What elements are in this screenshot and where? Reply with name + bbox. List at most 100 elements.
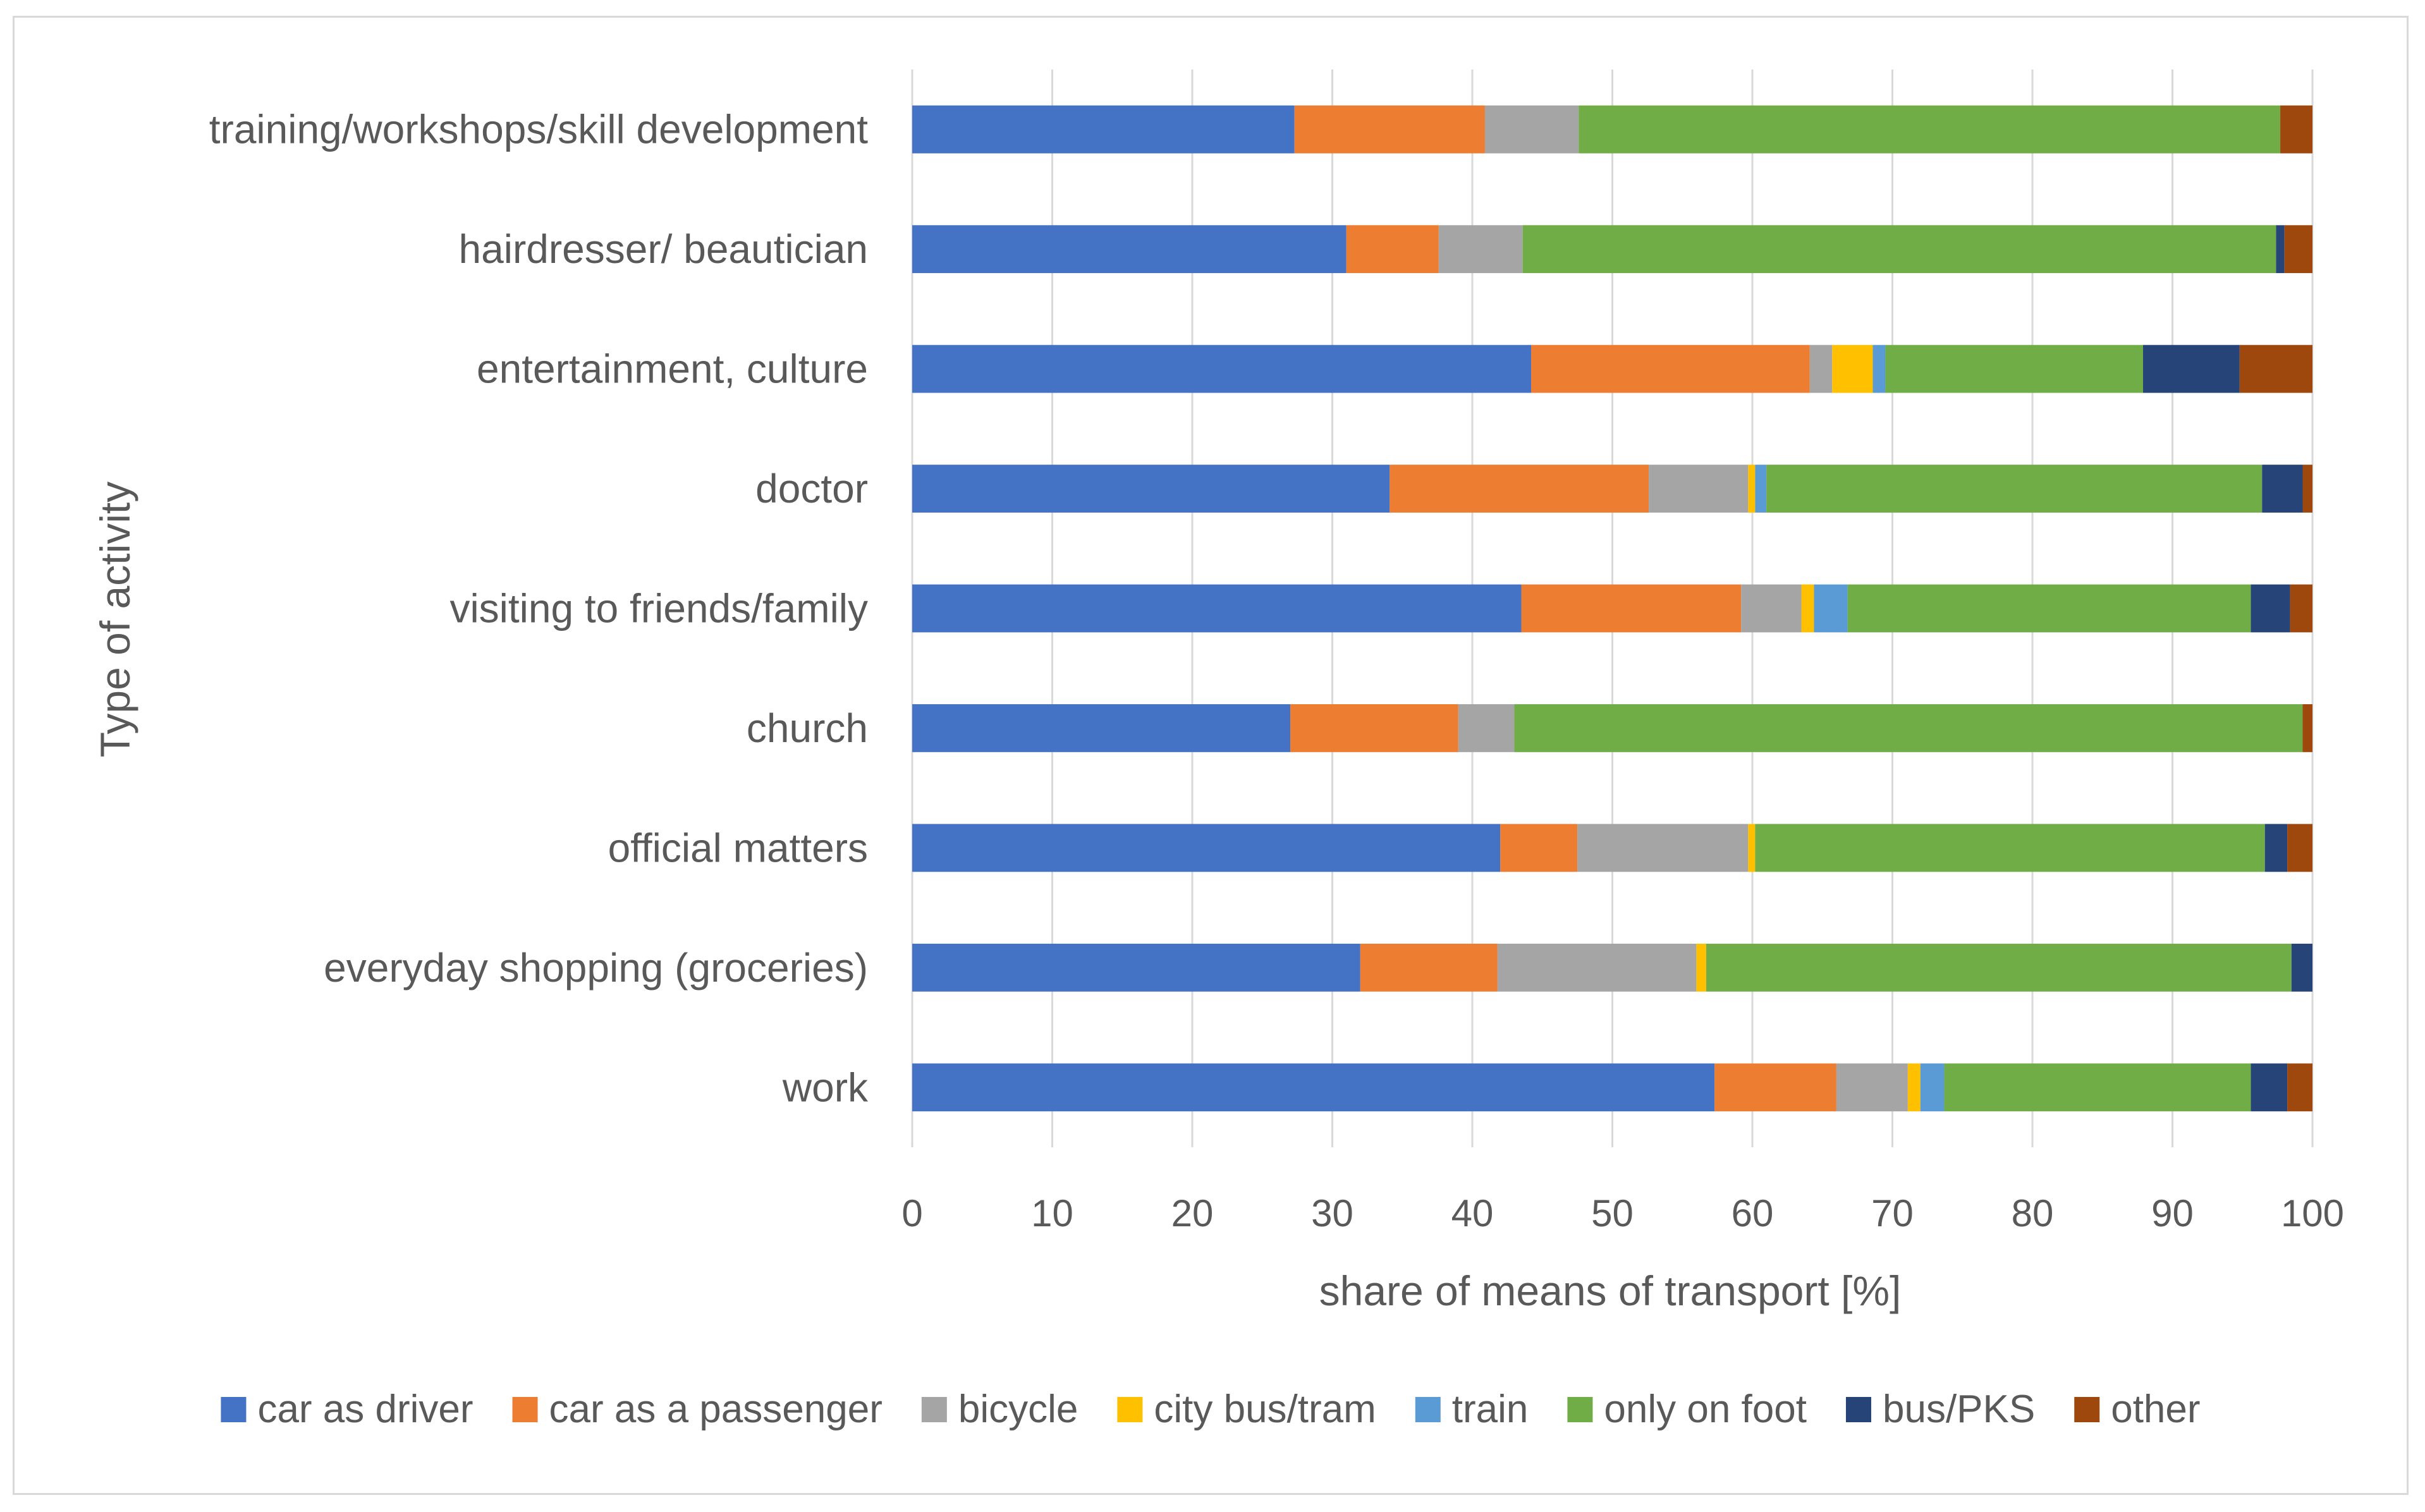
x-tick-label: 70: [1871, 1192, 1914, 1235]
bar-segment: [1907, 1063, 1921, 1112]
bar-segment: [1847, 584, 2251, 633]
category-label: visiting to friends/family: [449, 586, 868, 631]
bar-segment: [1809, 344, 1833, 393]
legend-swatch: [921, 1397, 947, 1422]
category-label: work: [782, 1064, 869, 1110]
bar-segment: [2287, 824, 2312, 872]
bar-segment: [1836, 1063, 1908, 1112]
x-tick-label: 0: [901, 1192, 922, 1235]
y-axis-title: Type of activity: [92, 482, 138, 758]
legend-label: only on foot: [1604, 1387, 1807, 1431]
legend-item: bus/PKS: [1845, 1387, 2035, 1431]
legend-item: train: [1415, 1387, 1529, 1431]
bar-segment: [2284, 225, 2312, 274]
legend-label: other: [2111, 1387, 2200, 1431]
bar-segment: [1438, 225, 1523, 274]
bar-segment: [1714, 1063, 1836, 1112]
bar-segment: [2142, 344, 2240, 393]
x-tick-label: 90: [2151, 1192, 2194, 1235]
legend-item: only on foot: [1567, 1387, 1807, 1431]
bars: [912, 105, 2312, 1112]
bar-segment: [2239, 344, 2312, 393]
bar-segment: [1706, 943, 2292, 992]
bar-segment: [2302, 704, 2312, 752]
legend-item: car as driver: [221, 1387, 473, 1431]
bar-segment: [1514, 704, 2303, 752]
x-tick-label: 40: [1451, 1192, 1494, 1235]
bar-segment: [2251, 584, 2290, 633]
x-tick-label: 80: [2012, 1192, 2054, 1235]
legend-label: city bus/tram: [1154, 1387, 1376, 1431]
bar-segment: [1458, 704, 1515, 752]
bar-segment: [2262, 465, 2303, 513]
bar-segment: [912, 943, 1360, 992]
bar-segment: [2251, 1063, 2288, 1112]
bar-segment: [912, 344, 1532, 393]
bar-segment: [912, 105, 1295, 154]
bar-segment: [912, 465, 1390, 513]
legend-label: car as driver: [257, 1387, 473, 1431]
legend-item: other: [2074, 1387, 2201, 1431]
x-tick-label: 60: [1732, 1192, 1774, 1235]
bar-segment: [1872, 344, 1886, 393]
bar-segment: [1801, 584, 1814, 633]
x-tick-label: 50: [1591, 1192, 1634, 1235]
bar-segment: [1944, 1063, 2251, 1112]
bar-segment: [1577, 824, 1749, 872]
category-labels: training/workshops/skill development hair…: [209, 107, 869, 1111]
x-tick-label: 20: [1171, 1192, 1214, 1235]
bar-segment: [1741, 584, 1802, 633]
bar-segment: [1755, 465, 1767, 513]
bar-segment: [1531, 344, 1810, 393]
bar-segment: [1500, 824, 1578, 872]
bar-segment: [2302, 465, 2312, 513]
bar-segment: [1832, 344, 1873, 393]
bar-segment: [1579, 105, 2281, 154]
category-label: hairdresser/ beautician: [459, 226, 868, 272]
bar-segment: [1522, 225, 2276, 274]
x-tick-labels: 0 10 20 30 40 50 60 70 80 90 100: [901, 1192, 2344, 1235]
bar-segment: [912, 225, 1347, 274]
bar-segment: [1755, 824, 2265, 872]
bar-segment: [2276, 225, 2285, 274]
bar-segment: [912, 704, 1291, 752]
legend-item: car as a passenger: [512, 1387, 883, 1431]
legend: car as driver car as a passenger bicycle ci…: [221, 1387, 2201, 1431]
legend-swatch: [1415, 1397, 1441, 1422]
bar-segment: [1649, 465, 1749, 513]
category-label: everyday shopping (groceries): [324, 945, 868, 991]
bar-segment: [912, 584, 1522, 633]
bar-segment: [1360, 943, 1498, 992]
legend-item: bicycle: [921, 1387, 1078, 1431]
bar-segment: [1521, 584, 1742, 633]
bar-segment: [912, 824, 1501, 872]
bar-segment: [1497, 943, 1697, 992]
bar-segment: [1885, 344, 2143, 393]
x-tick-label: 100: [2281, 1192, 2344, 1235]
category-label: entertainment, culture: [477, 346, 868, 392]
bar-segment: [2287, 1063, 2312, 1112]
legend-label: bicycle: [958, 1387, 1078, 1431]
bar-segment: [1696, 943, 1706, 992]
category-label: church: [747, 705, 868, 751]
legend-swatch: [2074, 1397, 2100, 1422]
legend-swatch: [1845, 1397, 1871, 1422]
category-label: official matters: [608, 825, 868, 870]
bar-segment: [1390, 465, 1649, 513]
legend-swatch: [512, 1397, 538, 1422]
bar-segment: [912, 1063, 1715, 1112]
legend-label: train: [1452, 1387, 1529, 1431]
bar-segment: [1294, 105, 1485, 154]
x-axis-title: share of means of transport [%]: [1319, 1267, 1902, 1314]
bar-segment: [2290, 584, 2312, 633]
category-label: training/workshops/skill development: [209, 107, 869, 152]
legend-swatch: [1567, 1397, 1593, 1422]
bar-segment: [1766, 465, 2263, 513]
bar-segment: [1814, 584, 1848, 633]
bar-segment: [1484, 105, 1579, 154]
bar-segment: [1748, 824, 1756, 872]
x-tick-label: 30: [1311, 1192, 1353, 1235]
bar-segment: [1346, 225, 1439, 274]
legend-swatch: [221, 1397, 247, 1422]
